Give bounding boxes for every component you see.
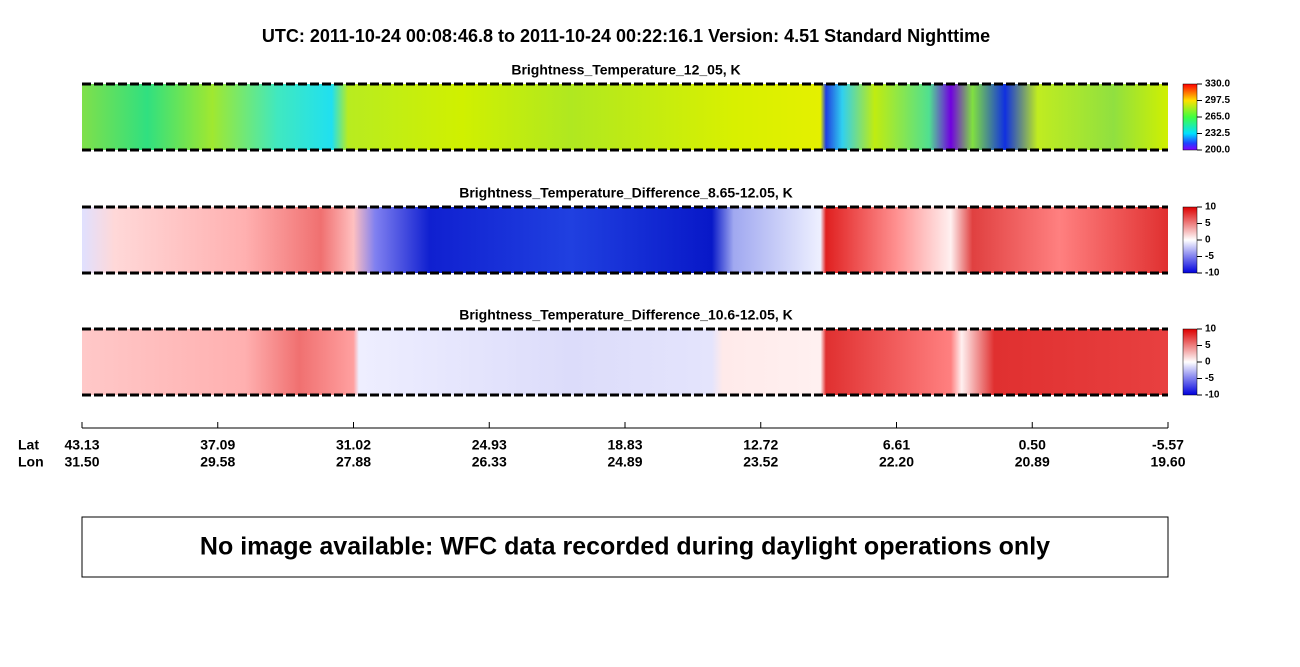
- lon-label: Lon: [18, 454, 44, 470]
- colorbar-tick-label: -5: [1205, 373, 1214, 384]
- lat-tick-label: 24.93: [472, 437, 507, 453]
- colorbar-tick-label: 330.0: [1205, 79, 1230, 90]
- colorbar-tick-label: 10: [1205, 324, 1217, 335]
- lon-tick-label: 20.89: [1015, 454, 1050, 470]
- heatmap: [82, 207, 1168, 273]
- lat-tick-label: 12.72: [743, 437, 778, 453]
- panel-title: Brightness_Temperature_Difference_10.6-1…: [459, 307, 793, 323]
- colorbar-tick-label: 265.0: [1205, 112, 1230, 123]
- lon-tick-label: 31.50: [64, 454, 99, 470]
- panel-title: Brightness_Temperature_Difference_8.65-1…: [459, 185, 793, 201]
- heatmap: [82, 84, 1168, 150]
- notice-box: [81, 516, 1169, 578]
- lat-tick-label: 6.61: [883, 437, 910, 453]
- colorbar-tick-label: 0: [1205, 357, 1211, 368]
- lat-tick-label: 43.13: [64, 437, 99, 453]
- colorbar-tick-label: -10: [1205, 390, 1220, 401]
- colorbar-tick-label: 5: [1205, 340, 1211, 351]
- lat-tick-label: 37.09: [200, 437, 235, 453]
- lon-tick-label: 26.33: [472, 454, 507, 470]
- panel-title: Brightness_Temperature_12_05, K: [511, 62, 740, 78]
- page-title: UTC: 2011-10-24 00:08:46.8 to 2011-10-24…: [262, 26, 990, 46]
- lat-tick-label: 0.50: [1019, 437, 1046, 453]
- colorbar: [1182, 328, 1198, 396]
- lon-tick-label: 24.89: [607, 454, 642, 470]
- notice: No image available: WFC data recorded du…: [200, 533, 1050, 561]
- lat-tick-label: 31.02: [336, 437, 371, 453]
- colorbar-tick-label: -5: [1205, 251, 1214, 262]
- colorbar-tick-label: 297.5: [1205, 95, 1230, 106]
- lon-tick-label: 29.58: [200, 454, 235, 470]
- lat-label: Lat: [18, 437, 39, 453]
- lat-tick-label: 18.83: [607, 437, 642, 453]
- colorbar-tick-label: -10: [1205, 268, 1220, 279]
- colorbar: [1182, 206, 1198, 274]
- heatmap: [82, 329, 1168, 395]
- colorbar-tick-label: 200.0: [1205, 145, 1230, 156]
- colorbar-tick-label: 10: [1205, 202, 1217, 213]
- lon-tick-label: 23.52: [743, 454, 778, 470]
- lon-tick-label: 27.88: [336, 454, 371, 470]
- lat-tick-label: -5.57: [1152, 437, 1184, 453]
- lon-tick-label: 22.20: [879, 454, 914, 470]
- lon-tick-label: 19.60: [1150, 454, 1185, 470]
- colorbar: [1182, 83, 1198, 151]
- colorbar-tick-label: 0: [1205, 235, 1211, 246]
- colorbar-tick-label: 5: [1205, 218, 1211, 229]
- colorbar-tick-label: 232.5: [1205, 128, 1230, 139]
